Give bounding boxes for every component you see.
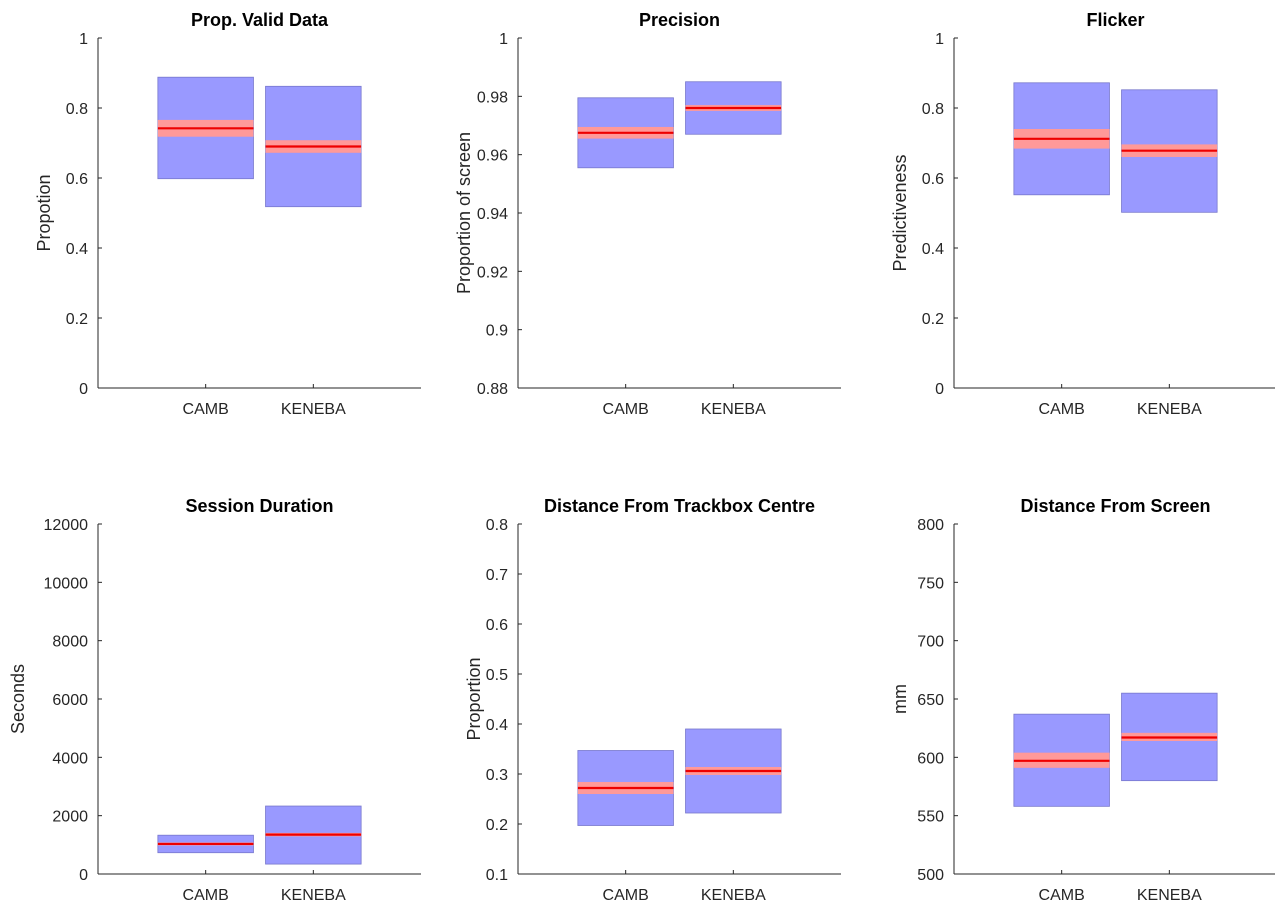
x-tick-label: KENEBA: [281, 887, 346, 901]
chart-title: Session Duration: [185, 496, 333, 516]
y-tick-label: 600: [917, 750, 944, 767]
x-tick-label: CAMB: [183, 887, 229, 901]
chart-title: Precision: [639, 10, 720, 30]
y-tick-label: 12000: [44, 517, 89, 534]
chart-panel-1: Prop. Valid Data Propotion 0 0.2 0.4 0.6 0.8 1 C…: [34, 10, 421, 418]
y-tick-label: 0.6: [486, 617, 508, 634]
x-tick-label: CAMB: [603, 887, 649, 901]
y-tick-label: 0.8: [922, 101, 944, 118]
y-tick-label: 0: [79, 381, 88, 398]
y-tick-label: 0.5: [486, 667, 508, 684]
y-axis-label: Propotion: [34, 174, 54, 251]
x-tick-label: KENEBA: [1137, 887, 1202, 901]
y-tick-label: 0: [935, 381, 944, 398]
chart-panel-6: Distance From Screen mm 500 550 600 650 700 750…: [890, 496, 1275, 904]
y-axis-label: Seconds: [8, 664, 28, 734]
y-tick-label: 0.2: [66, 311, 88, 328]
y-tick-label: 0.3: [486, 767, 508, 784]
y-tick-label: 0.9: [486, 323, 508, 340]
x-tick-label: CAMB: [603, 401, 649, 418]
x-tick-label: KENEBA: [281, 401, 346, 418]
chart-panel-2: Precision Proportion of screen 0.88 0.9 0.92…: [454, 10, 841, 418]
y-tick-label: 0.8: [486, 517, 508, 534]
y-tick-label: 700: [917, 634, 944, 651]
chart-title: Distance From Screen: [1020, 496, 1210, 516]
y-tick-label: 0.92: [477, 264, 508, 281]
y-tick-label: 0: [79, 867, 88, 884]
y-tick-label: 0.6: [922, 171, 944, 188]
y-tick-label: 0.7: [486, 567, 508, 584]
y-tick-label: 0.4: [486, 717, 508, 734]
y-axis-label: Proportion: [464, 657, 484, 740]
y-tick-label: 0.8: [66, 101, 88, 118]
chart-title: Distance From Trackbox Centre: [544, 496, 815, 516]
y-tick-label: 0.88: [477, 381, 508, 398]
chart-title: Flicker: [1086, 10, 1144, 30]
y-tick-label: 1: [499, 31, 508, 48]
y-tick-label: 800: [917, 517, 944, 534]
x-tick-label: CAMB: [1039, 401, 1085, 418]
y-tick-label: 750: [917, 575, 944, 592]
y-tick-label: 0.4: [922, 241, 944, 258]
y-tick-label: 0.6: [66, 171, 88, 188]
y-tick-label: 650: [917, 692, 944, 709]
chart-panel-3: Flicker Predictiveness 0 0.2 0.4 0.6 0.8 1 CAMB K…: [890, 10, 1275, 418]
x-tick-label: KENEBA: [701, 401, 766, 418]
y-tick-label: 2000: [52, 809, 88, 826]
y-axis-label: mm: [890, 684, 910, 714]
y-tick-label: 1: [935, 31, 944, 48]
chart-panel-4: Session Duration Seconds 0 2000 4000 6000 8000…: [8, 496, 421, 904]
y-tick-label: 4000: [52, 750, 88, 767]
y-tick-label: 550: [917, 809, 944, 826]
y-tick-label: 0.4: [66, 241, 88, 258]
chart-panel-5: Distance From Trackbox CentreProportion0…: [464, 496, 841, 904]
y-tick-label: 6000: [52, 692, 88, 709]
y-tick-label: 8000: [52, 634, 88, 651]
y-tick-label: 0.96: [477, 148, 508, 165]
y-tick-label: 0.2: [922, 311, 944, 328]
y-axis-label: Predictiveness: [890, 154, 910, 271]
y-axis-label: Proportion of screen: [454, 132, 474, 294]
y-tick-label: 0.94: [477, 206, 508, 223]
y-tick-label: 0.1: [486, 867, 508, 884]
x-tick-label: CAMB: [183, 401, 229, 418]
y-tick-label: 1: [79, 31, 88, 48]
y-tick-label: 500: [917, 867, 944, 884]
x-tick-label: CAMB: [1039, 887, 1085, 901]
y-tick-label: 10000: [44, 575, 89, 592]
x-tick-label: KENEBA: [701, 887, 766, 901]
y-tick-label: 0.2: [486, 817, 508, 834]
chart-title: Prop. Valid Data: [191, 10, 329, 30]
y-tick-label: 0.98: [477, 89, 508, 106]
x-tick-label: KENEBA: [1137, 401, 1202, 418]
